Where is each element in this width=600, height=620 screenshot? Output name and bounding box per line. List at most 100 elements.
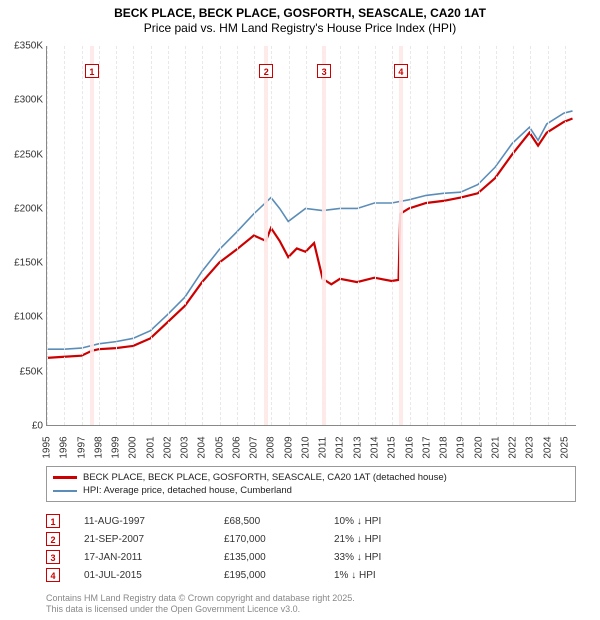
event-marker-band xyxy=(90,46,94,425)
gridline xyxy=(427,46,428,425)
gridline xyxy=(64,46,65,425)
x-axis-tick-label: 2001 xyxy=(145,434,156,462)
gridline xyxy=(254,46,255,425)
event-number-box: 2 xyxy=(46,532,60,546)
x-axis-tick-label: 1997 xyxy=(76,434,87,462)
x-axis-tick-label: 2011 xyxy=(318,434,329,462)
gridline xyxy=(271,46,272,425)
gridline xyxy=(47,46,48,425)
series-line xyxy=(47,111,573,349)
x-axis-tick-label: 2004 xyxy=(197,434,208,462)
event-marker-band xyxy=(399,46,403,425)
x-axis-tick-label: 2015 xyxy=(387,434,398,462)
legend-label: HPI: Average price, detached house, Cumb… xyxy=(83,485,292,496)
event-marker-box: 2 xyxy=(259,64,273,78)
event-marker-box: 1 xyxy=(85,64,99,78)
gridline xyxy=(461,46,462,425)
event-row: 317-JAN-2011£135,00033% ↓ HPI xyxy=(46,548,576,566)
x-axis-tick-label: 2019 xyxy=(456,434,467,462)
event-date: 01-JUL-2015 xyxy=(84,570,224,581)
footer-line-1: Contains HM Land Registry data © Crown c… xyxy=(46,593,355,605)
x-axis-tick-label: 2013 xyxy=(352,434,363,462)
legend-item: BECK PLACE, BECK PLACE, GOSFORTH, SEASCA… xyxy=(53,471,569,484)
event-marker-band xyxy=(264,46,268,425)
x-axis-tick-label: 2002 xyxy=(162,434,173,462)
gridline xyxy=(548,46,549,425)
event-marker-box: 3 xyxy=(317,64,331,78)
x-axis-tick-label: 2024 xyxy=(542,434,553,462)
x-axis-tick-label: 2012 xyxy=(335,434,346,462)
y-axis-tick-label: £200K xyxy=(3,203,43,214)
x-axis-tick-label: 2007 xyxy=(249,434,260,462)
x-axis-tick-label: 2008 xyxy=(266,434,277,462)
chart-plot-area: £0£50K£100K£150K£200K£250K£300K£350K1995… xyxy=(46,46,576,426)
event-number-box: 4 xyxy=(46,568,60,582)
title-block: BECK PLACE, BECK PLACE, GOSFORTH, SEASCA… xyxy=(0,0,600,35)
y-axis-tick-label: £300K xyxy=(3,95,43,106)
title-line-2: Price paid vs. HM Land Registry's House … xyxy=(0,21,600,35)
gridline xyxy=(392,46,393,425)
series-line xyxy=(47,119,573,358)
x-axis-tick-label: 2009 xyxy=(283,434,294,462)
x-axis-tick-label: 1995 xyxy=(42,434,53,462)
x-axis-tick-label: 1998 xyxy=(93,434,104,462)
gridline xyxy=(289,46,290,425)
y-axis-tick-label: £250K xyxy=(3,149,43,160)
events-table: 111-AUG-1997£68,50010% ↓ HPI221-SEP-2007… xyxy=(46,512,576,584)
gridline xyxy=(513,46,514,425)
event-date: 11-AUG-1997 xyxy=(84,516,224,527)
gridline xyxy=(185,46,186,425)
gridline xyxy=(410,46,411,425)
y-axis-tick-label: £50K xyxy=(3,366,43,377)
event-price: £195,000 xyxy=(224,570,334,581)
event-row: 111-AUG-1997£68,50010% ↓ HPI xyxy=(46,512,576,530)
x-axis-tick-label: 2018 xyxy=(439,434,450,462)
x-axis-tick-label: 2010 xyxy=(300,434,311,462)
gridline xyxy=(375,46,376,425)
x-axis-tick-label: 2006 xyxy=(231,434,242,462)
x-axis-tick-label: 1999 xyxy=(111,434,122,462)
x-axis-tick-label: 2000 xyxy=(128,434,139,462)
x-axis-tick-label: 2005 xyxy=(214,434,225,462)
event-delta: 1% ↓ HPI xyxy=(334,570,434,581)
gridline xyxy=(116,46,117,425)
legend-swatch-icon xyxy=(53,476,77,479)
event-marker-box: 4 xyxy=(394,64,408,78)
gridline xyxy=(82,46,83,425)
event-number-box: 1 xyxy=(46,514,60,528)
footer-line-2: This data is licensed under the Open Gov… xyxy=(46,604,355,616)
y-axis-tick-label: £0 xyxy=(3,421,43,432)
x-axis-tick-label: 2017 xyxy=(421,434,432,462)
legend-item: HPI: Average price, detached house, Cumb… xyxy=(53,484,569,497)
gridline xyxy=(340,46,341,425)
x-axis-tick-label: 2023 xyxy=(525,434,536,462)
gridline xyxy=(358,46,359,425)
gridline xyxy=(479,46,480,425)
x-axis-tick-label: 1996 xyxy=(59,434,70,462)
gridline xyxy=(151,46,152,425)
chart-container: BECK PLACE, BECK PLACE, GOSFORTH, SEASCA… xyxy=(0,0,600,620)
x-axis-tick-label: 2025 xyxy=(559,434,570,462)
event-delta: 21% ↓ HPI xyxy=(334,534,434,545)
legend-box: BECK PLACE, BECK PLACE, GOSFORTH, SEASCA… xyxy=(46,466,576,502)
gridline xyxy=(237,46,238,425)
legend-label: BECK PLACE, BECK PLACE, GOSFORTH, SEASCA… xyxy=(83,472,447,483)
event-price: £135,000 xyxy=(224,552,334,563)
event-row: 2 21-SEP-2007£170,00021% ↓ HPI xyxy=(46,530,576,548)
event-price: £170,000 xyxy=(224,534,334,545)
gridline xyxy=(444,46,445,425)
event-date: 21-SEP-2007 xyxy=(84,534,224,545)
x-axis-tick-label: 2021 xyxy=(490,434,501,462)
event-delta: 33% ↓ HPI xyxy=(334,552,434,563)
event-row: 4 01-JUL-2015£195,0001% ↓ HPI xyxy=(46,566,576,584)
event-marker-band xyxy=(322,46,326,425)
gridline xyxy=(496,46,497,425)
x-axis-tick-label: 2022 xyxy=(508,434,519,462)
gridline xyxy=(565,46,566,425)
event-date: 17-JAN-2011 xyxy=(84,552,224,563)
event-delta: 10% ↓ HPI xyxy=(334,516,434,527)
legend-swatch-icon xyxy=(53,490,77,492)
x-axis-tick-label: 2014 xyxy=(370,434,381,462)
y-axis-tick-label: £100K xyxy=(3,312,43,323)
title-line-1: BECK PLACE, BECK PLACE, GOSFORTH, SEASCA… xyxy=(0,6,600,20)
